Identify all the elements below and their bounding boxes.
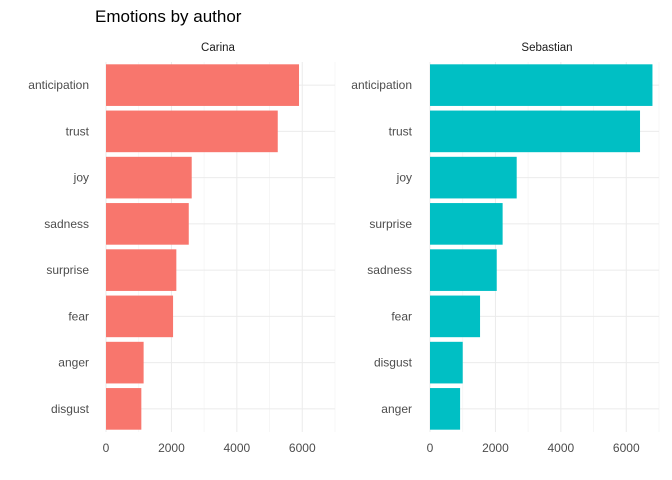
category-label: fear (391, 309, 412, 323)
bar-sadness (106, 203, 189, 245)
category-label: trust (389, 124, 413, 138)
category-label: anticipation (351, 78, 412, 92)
panel-strip-label: Carina (201, 42, 235, 54)
bar-joy (106, 156, 192, 199)
bar-fear (106, 295, 174, 338)
category-label: surprise (46, 263, 89, 277)
bar-fear (430, 295, 481, 338)
panel-strip-label: Sebastian (521, 42, 572, 54)
category-label: joy (73, 171, 89, 185)
category-label: fear (68, 309, 89, 323)
bar-joy (430, 156, 517, 199)
category-label: anger (381, 402, 412, 416)
category-label: trust (66, 124, 90, 138)
x-tick-label: 4000 (548, 441, 575, 455)
x-tick-label: 0 (103, 441, 110, 455)
bar-anticipation (430, 64, 653, 106)
category-label: sadness (44, 217, 89, 231)
bar-anger (430, 388, 461, 430)
bar-trust (430, 110, 641, 153)
bar-anticipation (106, 64, 300, 106)
x-tick-label: 4000 (224, 441, 251, 455)
panel-sebastian: Sebastian anticipation trust joy surprise sa… (351, 42, 660, 455)
bar-disgust (430, 341, 463, 384)
category-label: disgust (374, 356, 413, 370)
bar-surprise (430, 203, 503, 245)
bar-disgust (106, 388, 142, 430)
category-label: anticipation (28, 78, 89, 92)
x-tick-label: 6000 (613, 441, 640, 455)
x-tick-label: 0 (427, 441, 434, 455)
category-label: sadness (367, 263, 412, 277)
bar-sadness (430, 249, 497, 291)
chart-title: Emotions by author (95, 7, 242, 26)
bar-surprise (106, 249, 177, 291)
category-label: disgust (51, 402, 90, 416)
bar-anger (106, 341, 144, 384)
bar-trust (106, 110, 278, 153)
x-tick-label: 2000 (158, 441, 185, 455)
x-tick-label: 6000 (289, 441, 316, 455)
category-label: surprise (369, 217, 412, 231)
category-label: joy (396, 171, 412, 185)
panel-carina: Carina anticipation trust joy sadness surpri… (28, 42, 336, 455)
x-tick-label: 2000 (482, 441, 509, 455)
category-label: anger (58, 356, 89, 370)
